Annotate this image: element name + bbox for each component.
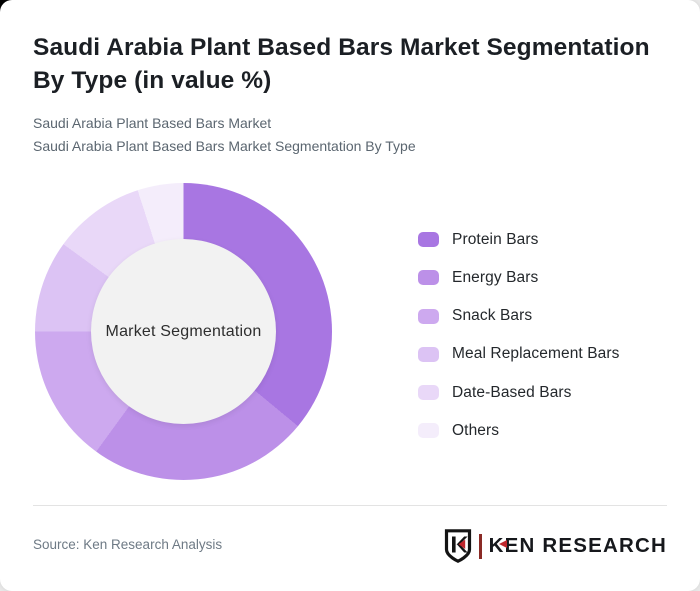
donut-center-label: Market Segmentation [105, 322, 262, 340]
legend-item-label: Others [452, 421, 500, 439]
legend-item: Snack Bars [418, 307, 620, 325]
donut-hole: Market Segmentation [91, 239, 276, 424]
legend-item: Meal Replacement Bars [418, 345, 620, 363]
donut-chart: Market Segmentation [35, 183, 332, 480]
legend-item-label: Energy Bars [452, 268, 539, 286]
page-title-line-2: By Type (in value %) [33, 67, 272, 94]
legend-item: Protein Bars [418, 231, 620, 248]
ken-shield-icon [444, 529, 472, 563]
legend-item-label: Meal Replacement Bars [452, 345, 620, 363]
legend-swatch-icon [418, 308, 439, 324]
legend-item-label: Snack Bars [452, 307, 533, 325]
legend-swatch-icon [418, 346, 439, 362]
brand-separator [479, 533, 482, 559]
subtitle-block: Saudi Arabia Plant Based Bars Market Sau… [33, 112, 673, 158]
legend-swatch-icon [418, 385, 439, 401]
legend-swatch-icon [418, 423, 439, 439]
subtitle-line-2: Saudi Arabia Plant Based Bars Market Seg… [33, 138, 416, 154]
legend-item-label: Protein Bars [452, 230, 539, 248]
footer-divider [33, 505, 667, 506]
page-title-line-1: Saudi Arabia Plant Based Bars Market Seg… [33, 34, 650, 61]
page-title: Saudi Arabia Plant Based Bars Market Seg… [33, 31, 673, 97]
legend-swatch-icon [418, 232, 439, 247]
legend-item: Date-Based Bars [418, 384, 620, 401]
legend-swatch-icon [418, 270, 439, 286]
brand-k-letter: K [488, 534, 507, 557]
legend-item: Others [418, 422, 620, 439]
chart-legend: Protein Bars Energy Bars Snack Bars Meal… [418, 231, 620, 461]
brand-rest-text: EN RESEARCH [504, 534, 667, 557]
brand-wordmark: KEN RESEARCH [489, 534, 667, 558]
ken-research-logo: KEN RESEARCH [444, 529, 667, 563]
source-text: Source: Ken Research Analysis [33, 537, 223, 552]
legend-item: Energy Bars [418, 269, 620, 286]
subtitle-line-1: Saudi Arabia Plant Based Bars Market [33, 115, 272, 131]
legend-item-label: Date-Based Bars [452, 383, 572, 401]
